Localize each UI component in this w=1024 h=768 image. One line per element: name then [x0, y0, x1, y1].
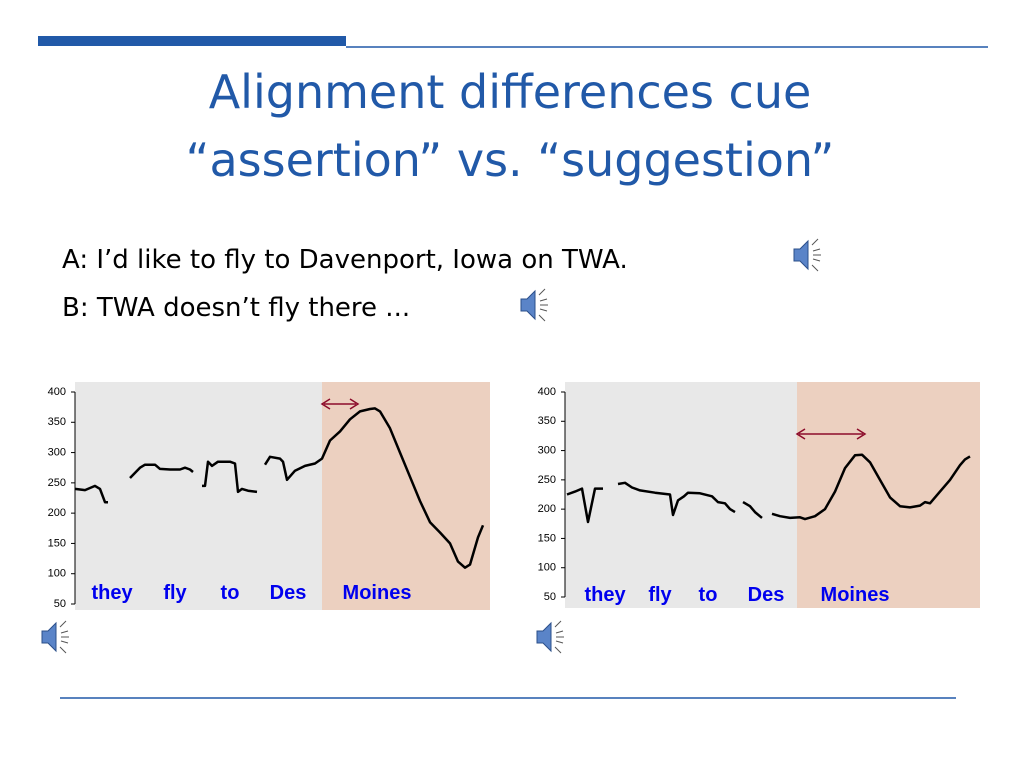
- word-label: Des: [748, 584, 785, 606]
- speaker-wave: [539, 308, 548, 312]
- word-label: fly: [163, 582, 187, 604]
- speaker-wave: [811, 238, 819, 246]
- y-tick-label: 200: [48, 507, 66, 519]
- speaker-wave: [812, 258, 821, 262]
- word-label: they: [91, 582, 133, 604]
- word-label: fly: [648, 584, 672, 606]
- y-tick-label: 100: [538, 562, 556, 574]
- word-label: to: [699, 584, 718, 606]
- speaker-wave: [554, 646, 562, 654]
- speaker-wave: [59, 620, 67, 628]
- word-label: Des: [270, 582, 307, 604]
- y-tick-label: 150: [48, 537, 66, 549]
- y-tick-label: 350: [48, 416, 66, 428]
- arrow-head: [795, 428, 867, 440]
- speaker-body: [520, 289, 536, 321]
- speaker-body: [41, 621, 57, 653]
- word-label: to: [221, 582, 240, 604]
- speaker-body: [793, 239, 809, 271]
- speaker-wave: [59, 646, 67, 654]
- y-tick-label: 200: [538, 503, 556, 515]
- word-label: they: [584, 584, 626, 606]
- speaker-wave: [554, 620, 562, 628]
- title: Alignment differences cue: [209, 65, 812, 119]
- speaker-icon[interactable]: [41, 620, 69, 654]
- speaker-icon[interactable]: [536, 620, 564, 654]
- pitch-line: [566, 453, 971, 524]
- y-tick-label: 400: [48, 386, 66, 398]
- speaker-wave: [811, 264, 819, 272]
- y-tick-label: 300: [538, 444, 556, 456]
- speaker-wave: [538, 288, 546, 296]
- speaker-wave: [60, 640, 69, 644]
- speaker-wave: [555, 640, 564, 644]
- dialogue-line: B: TWA doesn’t fly there ...: [62, 293, 410, 323]
- word-label: Moines: [821, 584, 890, 606]
- y-tick-label: 250: [538, 474, 556, 486]
- arrow-head: [320, 398, 360, 410]
- word-label: Moines: [343, 582, 412, 604]
- title: “assertion” vs. “suggestion”: [186, 133, 835, 187]
- y-tick-label: 250: [48, 477, 66, 489]
- y-tick-label: 150: [538, 532, 556, 544]
- y-tick-label: 300: [48, 446, 66, 458]
- y-tick-label: 400: [538, 386, 556, 398]
- header-bar: [38, 36, 346, 46]
- y-tick-label: 50: [54, 598, 66, 610]
- dialogue-line: A: I’d like to fly to Davenport, Iowa on…: [62, 245, 628, 275]
- highlight-region: [322, 382, 490, 610]
- y-tick-label: 50: [544, 591, 556, 603]
- speaker-icon[interactable]: [520, 288, 548, 322]
- speaker-wave: [555, 630, 564, 634]
- speaker-wave: [60, 630, 69, 634]
- speaker-icon[interactable]: [793, 238, 821, 272]
- speaker-wave: [812, 248, 821, 252]
- speaker-wave: [539, 298, 548, 302]
- y-tick-label: 350: [538, 415, 556, 427]
- y-tick-label: 100: [48, 568, 66, 580]
- pitch-line: [74, 407, 485, 569]
- speaker-wave: [538, 314, 546, 322]
- speaker-body: [536, 621, 552, 653]
